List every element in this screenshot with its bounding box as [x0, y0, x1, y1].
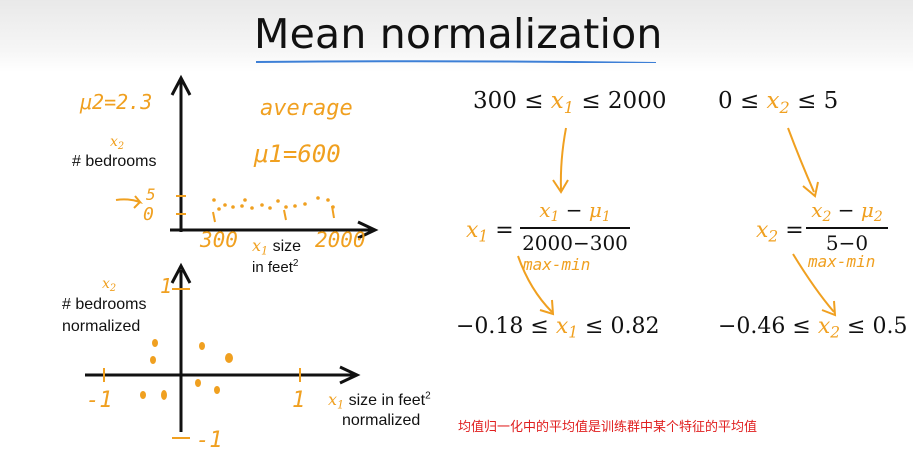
bottom-tick-1-y: 1: [160, 274, 173, 298]
bottom-y-label: # bedrooms: [62, 296, 147, 313]
top-x-label: x1 size: [252, 236, 302, 258]
equation-arrows: [517, 127, 837, 317]
range-x2: 0 ≤ x2 ≤ 5: [718, 88, 839, 117]
top-tick-5: 5: [146, 185, 156, 204]
title-underline: [256, 60, 656, 63]
bottom-x-var: x1: [328, 390, 345, 412]
result-x2: −0.46 ≤ x2 ≤ 0.5: [718, 314, 908, 342]
bottom-x-label-2: normalized: [342, 412, 421, 429]
result-x1: −0.18 ≤ x1 ≤ 0.82: [456, 314, 660, 342]
bottom-tick-neg1-x: -1: [86, 388, 113, 413]
mu1-annotation: μ1=600: [254, 140, 341, 168]
formula1-denominator: 2000−300: [522, 231, 628, 256]
bottom-y-var: x2: [102, 276, 117, 294]
top-plot-ticks: [115, 195, 335, 223]
subtitle-note: 均值归一化中的平均值是训练群中某个特征的平均值: [458, 420, 758, 435]
formula2-denominator: 5−0: [825, 231, 869, 256]
formula1-numerator: x1 − μ1: [539, 198, 611, 226]
bottom-y-label-2: normalized: [62, 318, 141, 335]
top-x-var: x1: [252, 236, 269, 258]
formula1-lhs: x1 =: [466, 218, 514, 246]
bottom-tick-1-x: 1: [292, 388, 306, 413]
top-tick-2000: 2000: [315, 228, 366, 252]
bottom-plot-ticks: [103, 288, 301, 439]
formula2-lhs: x2 =: [756, 218, 804, 246]
formula2-fraction: x2 − μ2 5−0: [806, 198, 888, 255]
title-band: [0, 0, 913, 72]
formula2-maxmin: max-min: [808, 252, 876, 271]
top-plot-axes: [170, 74, 379, 240]
formula2-numerator: x2 − μ2: [811, 198, 883, 226]
bottom-plot-points: [140, 339, 233, 400]
top-tick-300: 300: [200, 228, 238, 252]
top-y-label: # bedrooms: [72, 153, 157, 170]
average-annotation: average: [260, 96, 353, 121]
formula1-fraction: x1 − μ1 2000−300: [520, 198, 630, 255]
bottom-plot-axes: [85, 262, 361, 432]
top-y-var: x2: [110, 134, 125, 152]
bottom-tick-neg1-y: -1: [196, 428, 223, 453]
formula1-maxmin: max-min: [523, 255, 591, 274]
top-plot-points: [212, 196, 335, 211]
bottom-x-label: x1 size in feet2: [328, 390, 431, 412]
slide-title: Mean normalization: [254, 10, 663, 58]
top-x-label-2: in feet2: [252, 258, 299, 276]
top-tick-0: 0: [143, 204, 154, 225]
range-x1: 300 ≤ x1 ≤ 2000: [473, 88, 667, 117]
mu2-annotation: μ2=2.3: [80, 90, 153, 114]
